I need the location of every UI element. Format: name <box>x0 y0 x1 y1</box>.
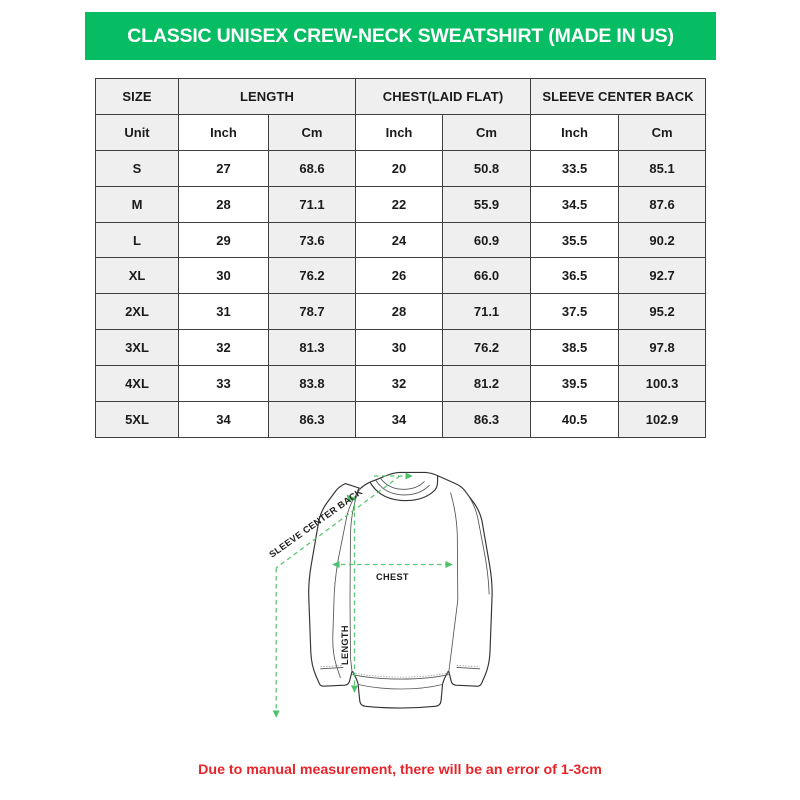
cell-size: M <box>95 185 179 223</box>
size-chart-table: SIZE LENGTH CHEST(LAID FLAT) SLEEVE CENT… <box>95 78 707 438</box>
unit-header-chest-inch: Inch <box>355 113 444 151</box>
cell-chest-cm: 86.3 <box>442 401 532 438</box>
unit-header-sleeve-cm: Cm <box>618 113 707 151</box>
unit-header-label: Unit <box>95 113 179 151</box>
cell-sleeve-cm: 85.1 <box>618 149 707 187</box>
cell-sleeve-cm: 102.9 <box>618 401 707 438</box>
table-row: 3XL 32 81.3 30 76.2 38.5 97.8 <box>95 329 707 367</box>
cell-sleeve-inch: 35.5 <box>530 221 620 259</box>
cell-length-cm: 86.3 <box>267 401 357 438</box>
cell-chest-cm: 50.8 <box>442 149 532 187</box>
cell-size: 5XL <box>95 401 179 438</box>
unit-header-length-inch: Inch <box>178 113 269 151</box>
cell-length-cm: 76.2 <box>267 257 357 295</box>
cell-sleeve-inch: 37.5 <box>530 293 620 331</box>
cell-length-inch: 30 <box>178 257 269 295</box>
cell-sleeve-inch: 34.5 <box>530 185 620 223</box>
cell-chest-inch: 24 <box>355 221 444 259</box>
cell-sleeve-cm: 87.6 <box>618 185 707 223</box>
cell-sleeve-inch: 33.5 <box>530 149 620 187</box>
cell-sleeve-inch: 39.5 <box>530 365 620 403</box>
cell-chest-cm: 71.1 <box>442 293 532 331</box>
cell-chest-inch: 34 <box>355 401 444 438</box>
cell-size: 2XL <box>95 293 179 331</box>
cell-chest-inch: 22 <box>355 185 444 223</box>
sleeve-measure-diagonal <box>275 475 401 569</box>
label-chest: CHEST <box>376 572 409 582</box>
cell-chest-cm: 55.9 <box>442 185 532 223</box>
cell-sleeve-cm: 95.2 <box>618 293 707 331</box>
cell-length-cm: 71.1 <box>267 185 357 223</box>
table-group-header-row: SIZE LENGTH CHEST(LAID FLAT) SLEEVE CENT… <box>95 78 707 115</box>
cell-size: L <box>95 221 179 259</box>
cell-chest-inch: 28 <box>355 293 444 331</box>
cell-chest-inch: 30 <box>355 329 444 367</box>
cell-chest-cm: 76.2 <box>442 329 532 367</box>
cell-chest-cm: 66.0 <box>442 257 532 295</box>
cell-length-inch: 32 <box>178 329 269 367</box>
cell-length-inch: 28 <box>178 185 269 223</box>
unit-header-chest-cm: Cm <box>442 113 532 151</box>
cell-chest-cm: 60.9 <box>442 221 532 259</box>
cell-chest-inch: 20 <box>355 149 444 187</box>
cell-length-cm: 81.3 <box>267 329 357 367</box>
cell-length-inch: 34 <box>178 401 269 438</box>
table-row: S 27 68.6 20 50.8 33.5 85.1 <box>95 149 707 187</box>
cell-chest-inch: 32 <box>355 365 444 403</box>
sweatshirt-diagram: SLEEVE CENTER BACK CHEST LENGTH <box>240 452 570 752</box>
cell-chest-inch: 26 <box>355 257 444 295</box>
cell-sleeve-inch: 38.5 <box>530 329 620 367</box>
column-header-sleeve-center-back: SLEEVE CENTER BACK <box>530 78 707 115</box>
cell-length-cm: 83.8 <box>267 365 357 403</box>
cell-size: XL <box>95 257 179 295</box>
cell-chest-cm: 81.2 <box>442 365 532 403</box>
table-row: XL 30 76.2 26 66.0 36.5 92.7 <box>95 257 707 295</box>
cell-sleeve-cm: 100.3 <box>618 365 707 403</box>
cell-size: S <box>95 149 179 187</box>
cell-length-cm: 78.7 <box>267 293 357 331</box>
cell-sleeve-inch: 40.5 <box>530 401 620 438</box>
cell-sleeve-cm: 90.2 <box>618 221 707 259</box>
cell-length-cm: 68.6 <box>267 149 357 187</box>
label-length: LENGTH <box>340 625 350 665</box>
cell-size: 4XL <box>95 365 179 403</box>
column-header-size: SIZE <box>95 78 179 115</box>
table-row: 4XL 33 83.8 32 81.2 39.5 100.3 <box>95 365 707 403</box>
cell-sleeve-inch: 36.5 <box>530 257 620 295</box>
sleeve-measure-neck-arrow <box>346 494 354 503</box>
cell-size: 3XL <box>95 329 179 367</box>
table-row: M 28 71.1 22 55.9 34.5 87.6 <box>95 185 707 223</box>
unit-header-length-cm: Cm <box>267 113 357 151</box>
table-row: L 29 73.6 24 60.9 35.5 90.2 <box>95 221 707 259</box>
table-row: 2XL 31 78.7 28 71.1 37.5 95.2 <box>95 293 707 331</box>
cell-length-cm: 73.6 <box>267 221 357 259</box>
cell-length-inch: 33 <box>178 365 269 403</box>
cell-length-inch: 31 <box>178 293 269 331</box>
cell-length-inch: 29 <box>178 221 269 259</box>
cell-length-inch: 27 <box>178 149 269 187</box>
page-title: CLASSIC UNISEX CREW-NECK SWEATSHIRT (MAD… <box>127 24 674 47</box>
header-banner: CLASSIC UNISEX CREW-NECK SWEATSHIRT (MAD… <box>85 12 716 60</box>
unit-header-sleeve-inch: Inch <box>530 113 620 151</box>
table-unit-header-row: Unit Inch Cm Inch Cm Inch Cm <box>95 113 707 151</box>
cell-sleeve-cm: 97.8 <box>618 329 707 367</box>
table-row: 5XL 34 86.3 34 86.3 40.5 102.9 <box>95 401 707 438</box>
column-header-length: LENGTH <box>177 78 357 115</box>
measurement-disclaimer: Due to manual measurement, there will be… <box>198 762 602 778</box>
column-header-chest: CHEST(LAID FLAT) <box>355 78 532 115</box>
cell-sleeve-cm: 92.7 <box>618 257 707 295</box>
